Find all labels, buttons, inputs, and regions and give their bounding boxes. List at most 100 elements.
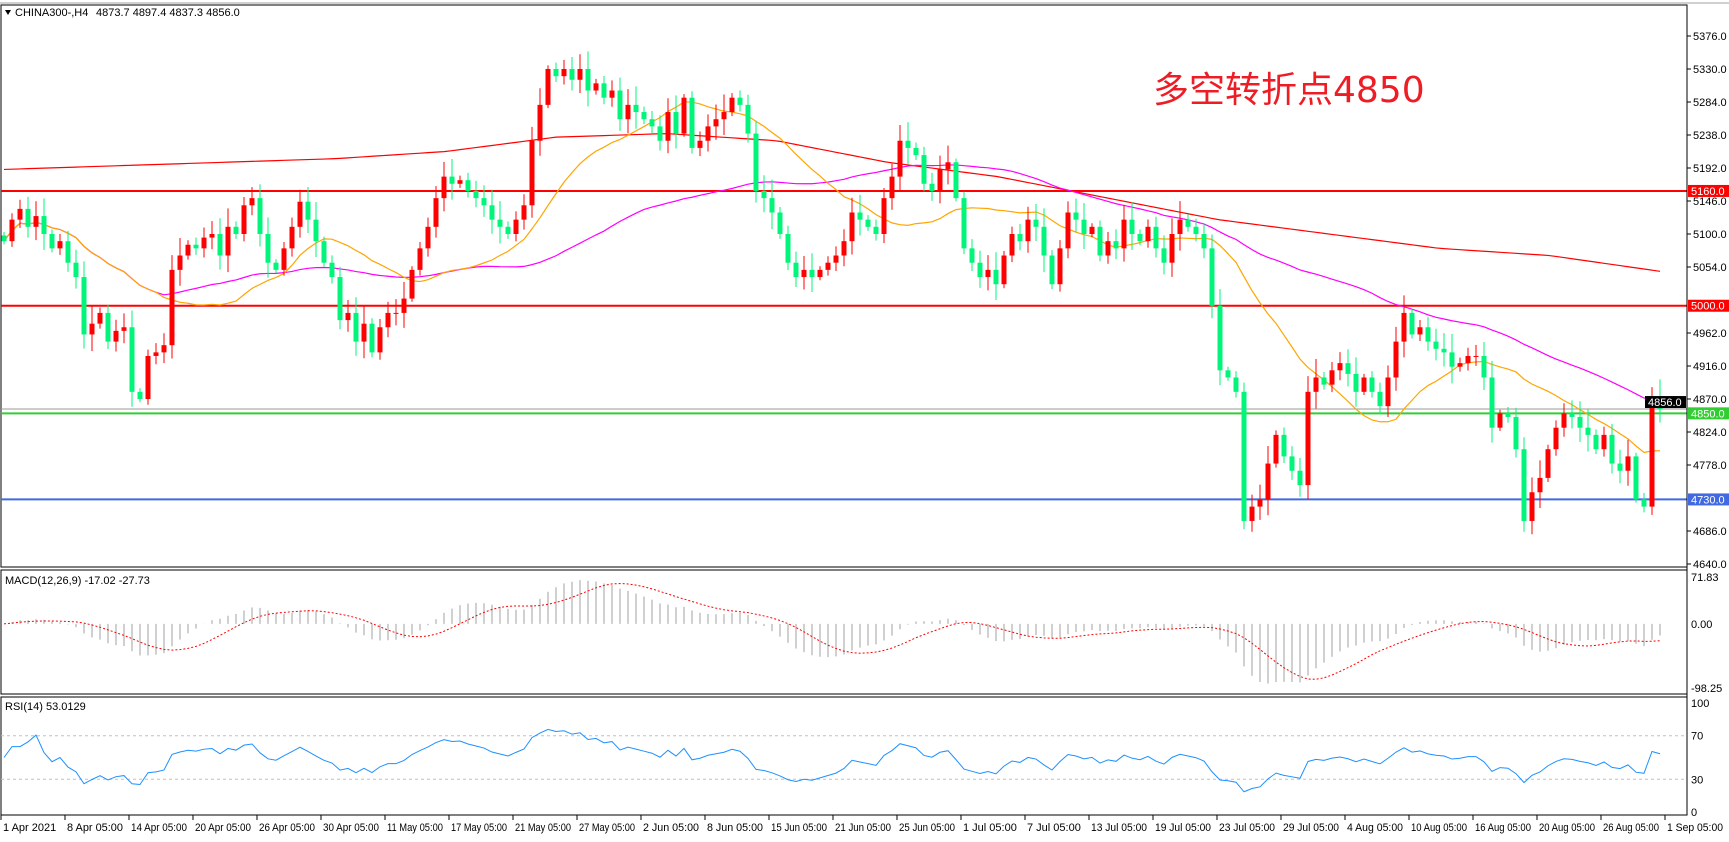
candle-bearish <box>25 208 31 227</box>
time-tick-label: 19 Jul 05:00 <box>1155 822 1211 834</box>
candle-bearish <box>1081 219 1087 234</box>
candle-bullish <box>289 226 295 249</box>
candle-bearish <box>569 69 575 80</box>
rsi-label: RSI(14) 53.0129 <box>5 701 86 713</box>
level-price-label: 5000.0 <box>1691 301 1725 313</box>
time-tick-label: 1 Apr 2021 <box>3 822 56 834</box>
level-price-tag <box>1688 299 1729 312</box>
candle-bullish <box>1145 226 1151 242</box>
candle-bullish <box>889 176 895 199</box>
candle-bearish <box>1193 226 1199 234</box>
candle-bearish <box>233 226 239 234</box>
candle-bullish <box>841 241 847 256</box>
candle-bullish <box>1337 363 1343 371</box>
candle-bullish <box>169 269 175 346</box>
macd-tick-label: 71.83 <box>1691 572 1719 584</box>
candle-bearish <box>649 119 655 127</box>
price-tick-label: 5054.0 <box>1693 262 1727 274</box>
candle-bearish <box>217 234 223 256</box>
candle-bullish <box>665 112 671 141</box>
candle-bullish <box>1305 391 1311 486</box>
candle-bearish <box>1593 434 1599 450</box>
candle-bullish <box>697 140 703 148</box>
candle-bearish <box>1641 499 1647 507</box>
candle-bearish <box>1017 234 1023 242</box>
candle-bearish <box>753 133 759 191</box>
candle-bearish <box>1569 413 1575 417</box>
price-tick-label: 5284.0 <box>1693 97 1727 109</box>
candle-bearish <box>913 147 919 156</box>
time-tick-label: 7 Jul 05:00 <box>1027 822 1081 834</box>
candle-bullish <box>729 97 735 113</box>
candle-bearish <box>1377 391 1383 407</box>
candle-bullish <box>681 97 687 134</box>
candle-bullish <box>1001 255 1007 285</box>
candle-bearish <box>1409 312 1415 335</box>
candle-bearish <box>977 262 983 278</box>
current-price-label: 4856.0 <box>1648 397 1682 409</box>
candle-bullish <box>1401 312 1407 342</box>
time-tick-label: 30 Apr 05:00 <box>323 822 379 834</box>
time-tick-label: 27 May 05:00 <box>579 822 635 834</box>
level-price-label: 4730.0 <box>1691 494 1725 506</box>
ma-slow-line <box>3 133 1661 272</box>
candle-bullish <box>1361 377 1367 392</box>
axes: 5376.0 5330.0 5284.0 5238.0 5192.0 5146.0 5100… <box>0 5 1729 834</box>
macd-label: MACD(12,26,9) -17.02 -27.73 <box>5 575 150 587</box>
candle-bearish <box>1097 226 1103 256</box>
candle-bullish <box>145 355 151 399</box>
candle-bearish <box>737 97 743 105</box>
price-tick-label: 5330.0 <box>1693 64 1727 76</box>
candle-bullish <box>1265 463 1271 500</box>
candle-bearish <box>1153 226 1159 249</box>
candle-bullish <box>625 104 631 120</box>
candle-bearish <box>353 312 359 342</box>
candle-bullish <box>1393 341 1399 378</box>
candle-bullish <box>1057 248 1063 285</box>
candle-bullish <box>945 162 951 170</box>
dropdown-triangle-icon[interactable] <box>5 10 11 15</box>
candle-bearish <box>65 241 71 263</box>
macd-signal-line <box>3 583 1661 680</box>
candle-bearish <box>1161 248 1167 263</box>
candle-bullish <box>1089 226 1095 234</box>
candle-bullish <box>1417 327 1423 335</box>
candle-bearish <box>777 212 783 234</box>
candle-bearish <box>1073 212 1079 220</box>
symbol-label: CHINA300-,H4 <box>15 7 88 19</box>
candle-bearish <box>481 198 487 206</box>
time-tick-label: 4 Aug 05:00 <box>1347 822 1403 834</box>
candle-bullish <box>9 219 15 242</box>
candle-bearish <box>1433 341 1439 349</box>
level-price-tag <box>1688 184 1729 197</box>
candle-bearish <box>1297 470 1303 486</box>
candle-bearish <box>969 248 975 263</box>
candle-bullish <box>1545 449 1551 478</box>
candle-bearish <box>657 126 663 141</box>
candle-bearish <box>1185 219 1191 227</box>
price-tick-label: 4962.0 <box>1693 328 1727 340</box>
candle-bullish <box>801 269 807 278</box>
candle-bearish <box>793 262 799 278</box>
candle-bullish <box>713 119 719 127</box>
candle-bullish <box>185 244 191 256</box>
rsi-indicator <box>1 728 1687 793</box>
rsi-tick-label: 70 <box>1691 731 1703 743</box>
candle-bullish <box>161 345 167 353</box>
price-tick-label: 4778.0 <box>1693 460 1727 472</box>
candle-bearish <box>857 212 863 220</box>
candle-bearish <box>305 201 311 220</box>
candle-bullish <box>1257 499 1263 507</box>
candles <box>1 51 1663 535</box>
candle-bearish <box>1281 434 1287 457</box>
candle-bullish <box>1529 492 1535 521</box>
candle-bullish <box>441 176 447 199</box>
candle-bullish <box>401 298 407 313</box>
candle-bullish <box>97 312 103 324</box>
macd-indicator <box>3 580 1661 684</box>
candle-bullish <box>1457 363 1463 367</box>
candle-bullish <box>881 198 887 234</box>
candle-bullish <box>1329 370 1335 385</box>
candle-bearish <box>1137 234 1143 242</box>
